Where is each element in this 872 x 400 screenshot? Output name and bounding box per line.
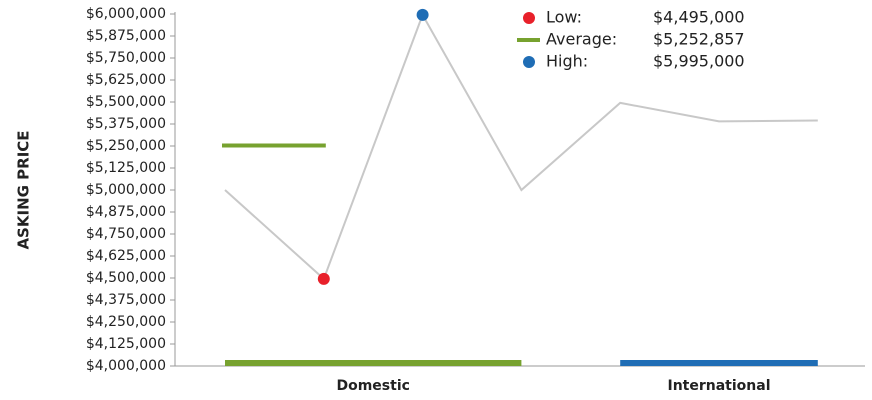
legend-swatch xyxy=(523,56,535,68)
highlight-point xyxy=(416,8,429,21)
y-tick-label: $4,000,000 xyxy=(86,358,166,374)
y-tick-label: $4,375,000 xyxy=(86,292,166,308)
y-tick-label: $5,000,000 xyxy=(86,182,166,198)
legend-value: $4,495,000 xyxy=(653,8,745,27)
y-tick-label: $4,500,000 xyxy=(86,270,166,286)
y-tick-label: $5,875,000 xyxy=(86,28,166,44)
y-tick-label: $5,250,000 xyxy=(86,138,166,154)
group-bar xyxy=(620,360,818,366)
legend-value: $5,995,000 xyxy=(653,52,745,71)
y-tick-label: $4,125,000 xyxy=(86,336,166,352)
y-tick-label: $4,625,000 xyxy=(86,248,166,264)
y-tick-label: $5,125,000 xyxy=(86,160,166,176)
y-tick-label: $5,500,000 xyxy=(86,94,166,110)
y-tick-label: $5,750,000 xyxy=(86,50,166,66)
legend-name: High: xyxy=(546,52,588,71)
legend-name: Low: xyxy=(546,8,582,27)
highlight-point xyxy=(317,272,330,285)
y-tick-label: $4,875,000 xyxy=(86,204,166,220)
legend-swatch xyxy=(523,12,535,24)
legend-name: Average: xyxy=(546,30,617,49)
x-tick-label: International xyxy=(667,378,770,394)
legend-value: $5,252,857 xyxy=(653,30,745,49)
y-tick-label: $6,000,000 xyxy=(86,6,166,22)
y-tick-label: $5,625,000 xyxy=(86,72,166,88)
y-tick-label: $5,375,000 xyxy=(86,116,166,132)
group-bar xyxy=(225,360,522,366)
y-tick-label: $4,750,000 xyxy=(86,226,166,242)
y-axis-label: ASKING PRICE xyxy=(15,130,33,249)
x-tick-label: Domestic xyxy=(336,378,409,394)
y-tick-label: $4,250,000 xyxy=(86,314,166,330)
